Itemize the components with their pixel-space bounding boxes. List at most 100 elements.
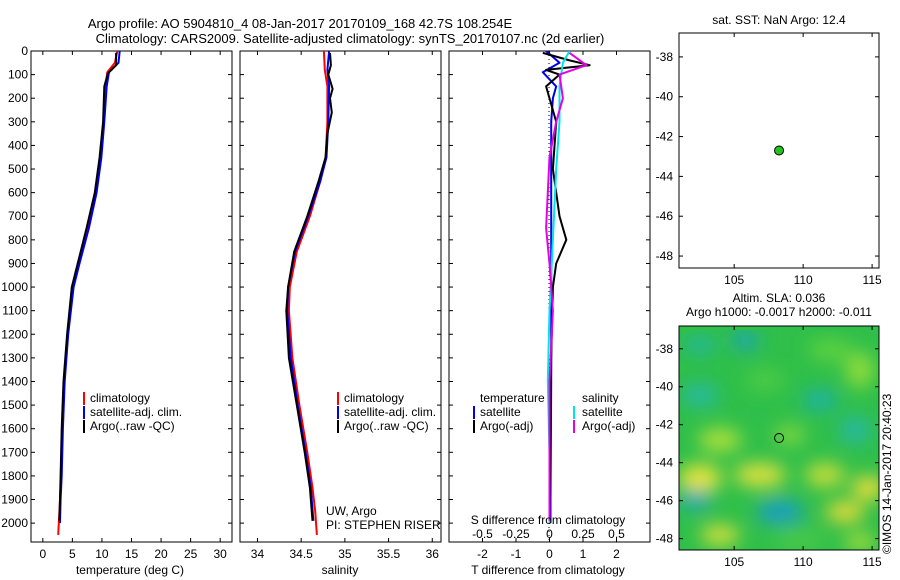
legend-label-t-satellite: satellite [480,405,521,419]
y-tick-label-700: 700 [8,209,28,223]
temperature-lines [57,51,121,535]
map-y-tick-label-40: -40 [656,90,674,104]
top-tick-label-0-25: 0.25 [571,527,595,541]
map-y-tick-label-38: -38 [656,342,674,356]
map-x-tick-label-110: 110 [794,273,813,287]
map-y-tick-label-44: -44 [656,169,674,183]
y-tick-label-200: 200 [8,91,28,105]
difference-legend: temperature satellite Argo(-adj) salinit… [473,391,635,433]
difference-xlabel: T difference from climatology [471,563,625,577]
map-y-tick-label-44: -44 [656,456,674,470]
y-tick-label-1400: 1400 [1,374,28,388]
salinity-legend: climatology satellite-adj. clim. Argo(..… [337,391,436,433]
title-line-2: Climatology: CARS2009. Satellite-adjuste… [96,31,605,46]
y-tick-label-1900: 1900 [1,493,28,507]
legend-label-satellite: satellite-adj. clim. [90,405,182,419]
x-tick-label-35: 35 [338,547,352,561]
y-tick-label-1500: 1500 [1,398,28,412]
y-tick-label-600: 600 [8,186,28,200]
top-tick-label-0-25: -0.25 [502,527,530,541]
argo-float-position-0 [774,145,785,156]
y-tick-label-0: 0 [21,44,28,58]
sla-heatmap [679,326,879,550]
x-tick-label-10: 10 [95,547,109,561]
y-tick-label-400: 400 [8,138,28,152]
x-tick-label-34-5: 34.5 [289,547,313,561]
sla-map-panel: Altim. SLA: 0.036 Argo h1000: -0.0017 h2… [656,291,882,569]
map-y-tick-label-38: -38 [656,50,674,64]
temperature-panel: 0100200300400500600700800900100011001200… [1,44,233,577]
salinity-panel: 34 34.5 35 35.5 36 salinity climatology sate… [239,50,442,577]
map-y-tick-label-42: -42 [656,130,674,144]
sla-map-points [774,433,785,443]
legend-label-s-argo: Argo(-adj) [582,419,635,433]
sla-heatmap-field [679,330,879,550]
x-tick-label-30: 30 [213,547,227,561]
x-tick-label-1: 1 [580,547,587,561]
map-x-tick-label-105: 105 [724,555,744,569]
x-tick-label-1: -1 [511,547,522,561]
legend-label-t-argo: Argo(-adj) [480,419,533,433]
map-y-tick-label-48: -48 [656,249,674,263]
salinity-lines [285,51,334,535]
map-x-tick-label-105: 105 [724,273,744,287]
y-tick-label-1000: 1000 [1,280,28,294]
legend-title-temperature: temperature [480,391,545,405]
salinity-xlabel: salinity [322,563,359,577]
map-y-tick-label-42: -42 [656,418,674,432]
legend-label-climatology: climatology [90,391,150,405]
y-tick-label-1100: 1100 [2,304,28,318]
sla-map-axes-box [678,325,880,551]
sla-map-ticks: 105 110 115 -38 -40 -42 -44 -46 -48 [656,326,882,569]
salinity-ticks: 34 34.5 35 35.5 36 [240,50,441,561]
x-tick-label-35-5: 35.5 [377,547,401,561]
pi-annotation-line-1: UW, Argo [326,504,377,518]
x-tick-label-0: 0 [39,547,46,561]
argo-float-position-0 [774,433,785,443]
legend-label-argo: Argo(..raw -QC) [90,419,175,433]
series-line-s-argo-adj [545,52,588,521]
y-tick-label-500: 500 [8,162,28,176]
difference-top-tick-labels: -0.5 -0.25 0 0.25 0.5 [472,527,625,541]
top-tick-label-0: 0 [546,527,553,541]
map-y-tick-label-48: -48 [656,532,674,546]
temperature-ticks: 0100200300400500600700800900100011001200… [1,44,232,561]
y-tick-label-800: 800 [8,233,28,247]
map-x-tick-label-115: 115 [863,273,882,287]
top-tick-label-0-5: -0.5 [472,527,493,541]
x-tick-label-2: -2 [477,547,488,561]
legend-label-satellite: satellite-adj. clim. [344,405,436,419]
temperature-axes-box [30,50,233,543]
top-tick-label-0-5: 0.5 [608,527,625,541]
x-tick-label-36: 36 [426,547,440,561]
map-y-tick-label-46: -46 [656,209,674,223]
pi-annotation-line-2: PI: STEPHEN RISER [326,518,441,532]
y-tick-label-900: 900 [8,256,28,270]
sst-map-points [774,145,785,156]
temperature-legend: climatology satellite-adj. clim. Argo(..… [83,391,182,433]
legend-label-argo: Argo(..raw -QC) [344,419,429,433]
difference-ticks: -2 -1 0 1 2 [449,50,650,561]
series-line-climatology [287,51,329,535]
y-tick-label-1800: 1800 [1,469,28,483]
y-tick-label-100: 100 [8,68,28,82]
map-y-tick-label-46: -46 [656,494,674,508]
series-line-argo-raw-qc [285,52,334,521]
legend-label-s-satellite: satellite [582,405,623,419]
salinity-axes-box [239,50,442,543]
difference-top-xlabel: S difference from climatology [471,513,626,527]
x-tick-label-15: 15 [125,547,139,561]
sla-map-title-line-1: Altim. SLA: 0.036 [733,291,826,305]
legend-title-salinity: salinity [582,391,619,405]
x-tick-label-25: 25 [184,547,198,561]
temperature-xlabel: temperature (deg C) [76,563,184,577]
y-tick-label-1600: 1600 [1,422,28,436]
x-tick-label-2: 2 [613,547,620,561]
x-tick-label-20: 20 [154,547,168,561]
sst-map-title: sat. SST: NaN Argo: 12.4 [712,13,846,27]
sst-map-panel: sat. SST: NaN Argo: 12.4 105 110 115 -38 -40… [656,13,882,287]
difference-lines [541,51,591,524]
legend-label-climatology: climatology [344,391,404,405]
sla-map-title-line-2: Argo h1000: -0.0017 h2000: -0.011 [686,305,872,319]
